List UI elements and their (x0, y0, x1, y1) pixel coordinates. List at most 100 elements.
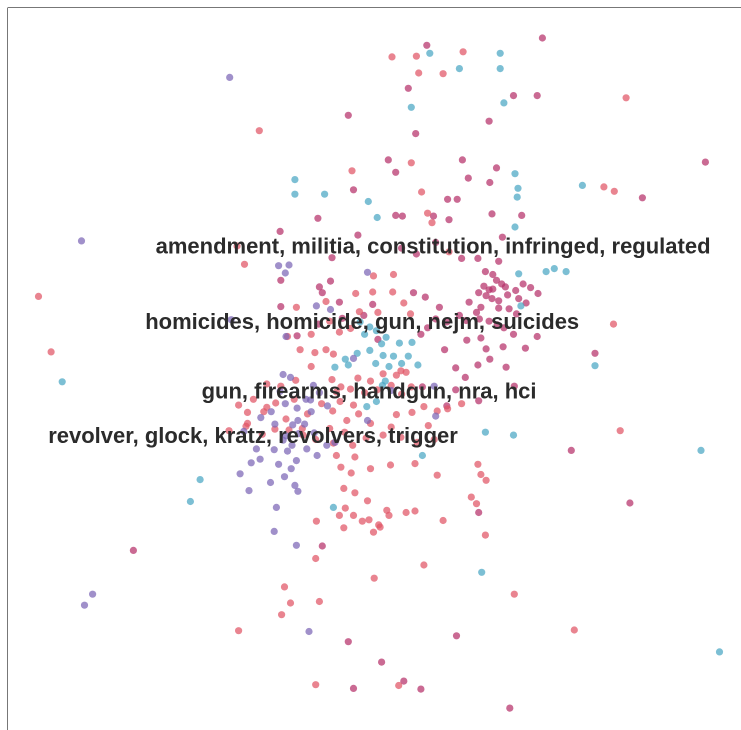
scatter-point-topic-0-51 (462, 316, 470, 325)
scatter-point-topic-1-45 (509, 431, 518, 439)
scatter-point-topic-0-59 (421, 293, 429, 301)
scatter-point-topic-3-35 (247, 459, 255, 467)
scatter-point-topic-0-38 (512, 286, 520, 295)
scatter-point-topic-0-30 (501, 283, 509, 291)
scatter-point-topic-2-130 (477, 470, 485, 479)
scatter-point-topic-2-72 (379, 431, 387, 439)
scatter-point-topic-0-64 (477, 334, 485, 342)
scatter-point-topic-0-9 (464, 174, 472, 182)
scatter-point-topic-0-60 (409, 289, 418, 297)
scatter-point-topic-0-6 (458, 156, 466, 164)
scatter-point-topic-2-142 (398, 390, 406, 398)
scatter-point-topic-2-80 (271, 425, 279, 433)
scatter-point-topic-0-17 (701, 158, 710, 166)
scatter-point-topic-2-10 (424, 209, 432, 217)
scatter-point-topic-2-27 (346, 324, 355, 333)
scatter-point-topic-2-22 (406, 310, 415, 318)
scatter-point-topic-0-100 (354, 231, 362, 239)
scatter-point-topic-1-29 (379, 351, 387, 360)
scatter-point-topic-0-109 (328, 254, 336, 262)
scatter-point-topic-0-115 (498, 233, 506, 241)
scatter-point-topic-3-13 (286, 373, 295, 381)
scatter-point-topic-2-6 (255, 127, 263, 135)
scatter-point-topic-2-54 (272, 399, 280, 407)
scatter-point-topic-0-111 (349, 186, 358, 194)
scatter-point-topic-2-105 (365, 516, 373, 524)
scatter-point-topic-3-3 (281, 269, 289, 277)
scatter-point-topic-0-44 (505, 305, 513, 313)
scatter-point-topic-0-90 (129, 546, 137, 555)
scatter-point-topic-0-22 (432, 238, 440, 246)
scatter-point-topic-0-82 (475, 397, 483, 405)
scatter-point-topic-2-119 (280, 583, 289, 591)
scatter-point-topic-2-71 (397, 433, 405, 441)
scatter-point-topic-2-15 (240, 260, 249, 268)
scatter-point-topic-2-135 (445, 248, 453, 256)
scatter-point-topic-1-41 (372, 397, 380, 406)
scatter-point-topic-3-39 (272, 503, 280, 511)
scatter-point-topic-2-11 (428, 219, 436, 227)
scatter-point-topic-2-23 (374, 308, 382, 316)
scatter-point-topic-2-17 (322, 297, 330, 306)
scatter-point-topic-2-97 (474, 460, 482, 468)
scatter-point-topic-2-127 (472, 500, 481, 508)
scatter-point-topic-2-61 (387, 423, 395, 431)
scatter-point-topic-0-27 (489, 270, 497, 279)
scatter-point-topic-2-133 (369, 272, 378, 280)
scatter-point-topic-2-137 (47, 348, 55, 356)
scatter-point-topic-3-46 (305, 627, 313, 636)
scatter-point-topic-2-113 (335, 511, 343, 519)
scatter-point-topic-2-102 (349, 511, 358, 519)
topic-label-1: homicides, homicide, gun, nejm, suicides (145, 309, 579, 334)
scatter-point-topic-2-32 (307, 362, 315, 371)
scatter-point-topic-2-74 (349, 441, 357, 449)
scatter-point-topic-2-0 (388, 53, 396, 61)
scatter-point-topic-2-100 (351, 489, 359, 497)
scatter-point-topic-1-22 (361, 330, 369, 338)
scatter-point-topic-2-99 (340, 484, 348, 492)
scatter-point-topic-1-21 (366, 323, 374, 331)
scatter-point-topic-0-104 (452, 632, 461, 640)
scatter-point-topic-2-145 (312, 681, 320, 689)
scatter-point-topic-2-2 (459, 48, 467, 56)
scatter-point-topic-3-42 (240, 427, 248, 435)
scatter-point-topic-1-5 (500, 99, 508, 107)
scatter-point-topic-1-0 (426, 49, 434, 57)
scatter-point-topic-0-45 (512, 310, 521, 318)
scatter-point-topic-0-65 (509, 330, 518, 338)
scatter-point-topic-2-53 (263, 380, 271, 388)
scatter-point-topic-2-136 (34, 292, 43, 300)
scatter-point-topic-3-52 (89, 590, 97, 598)
scatter-point-topic-0-92 (400, 677, 408, 685)
scatter-point-topic-1-32 (404, 352, 412, 360)
scatter-point-topic-2-34 (337, 383, 345, 391)
scatter-point-topic-0-74 (277, 303, 285, 311)
scatter-point-topic-0-101 (315, 320, 323, 328)
scatter-point-topic-1-6 (511, 170, 519, 178)
scatter-point-topic-3-5 (312, 302, 320, 310)
scatter-point-topic-0-14 (429, 212, 438, 220)
scatter-point-topic-1-47 (329, 503, 337, 511)
scatter-point-topic-2-16 (292, 303, 300, 311)
scatter-point-topic-2-68 (424, 422, 432, 430)
scatter-point-topic-0-75 (318, 289, 326, 297)
scatter-point-topic-0-24 (458, 254, 466, 262)
scatter-point-topic-2-31 (329, 350, 337, 358)
scatter-point-topic-3-18 (310, 429, 318, 437)
scatter-point-topic-0-46 (495, 304, 503, 312)
scatter-point-topic-0-87 (474, 361, 482, 369)
scatter-point-topic-3-34 (275, 460, 283, 468)
scatter-point-topic-1-36 (372, 359, 380, 368)
scatter-point-topic-1-10 (514, 184, 522, 192)
scatter-point-topic-2-124 (510, 590, 518, 598)
scatter-point-topic-0-73 (510, 382, 518, 390)
scatter-point-topic-0-79 (369, 300, 377, 308)
scatter-point-topic-2-143 (332, 388, 340, 396)
scatter-point-topic-2-86 (263, 403, 271, 411)
scatter-point-topic-0-113 (344, 111, 352, 119)
scatter-point-topic-2-87 (243, 408, 252, 416)
scatter-point-topic-2-129 (467, 493, 475, 501)
scatter-point-topic-0-80 (338, 314, 346, 322)
scatter-point-topic-2-41 (387, 381, 395, 389)
